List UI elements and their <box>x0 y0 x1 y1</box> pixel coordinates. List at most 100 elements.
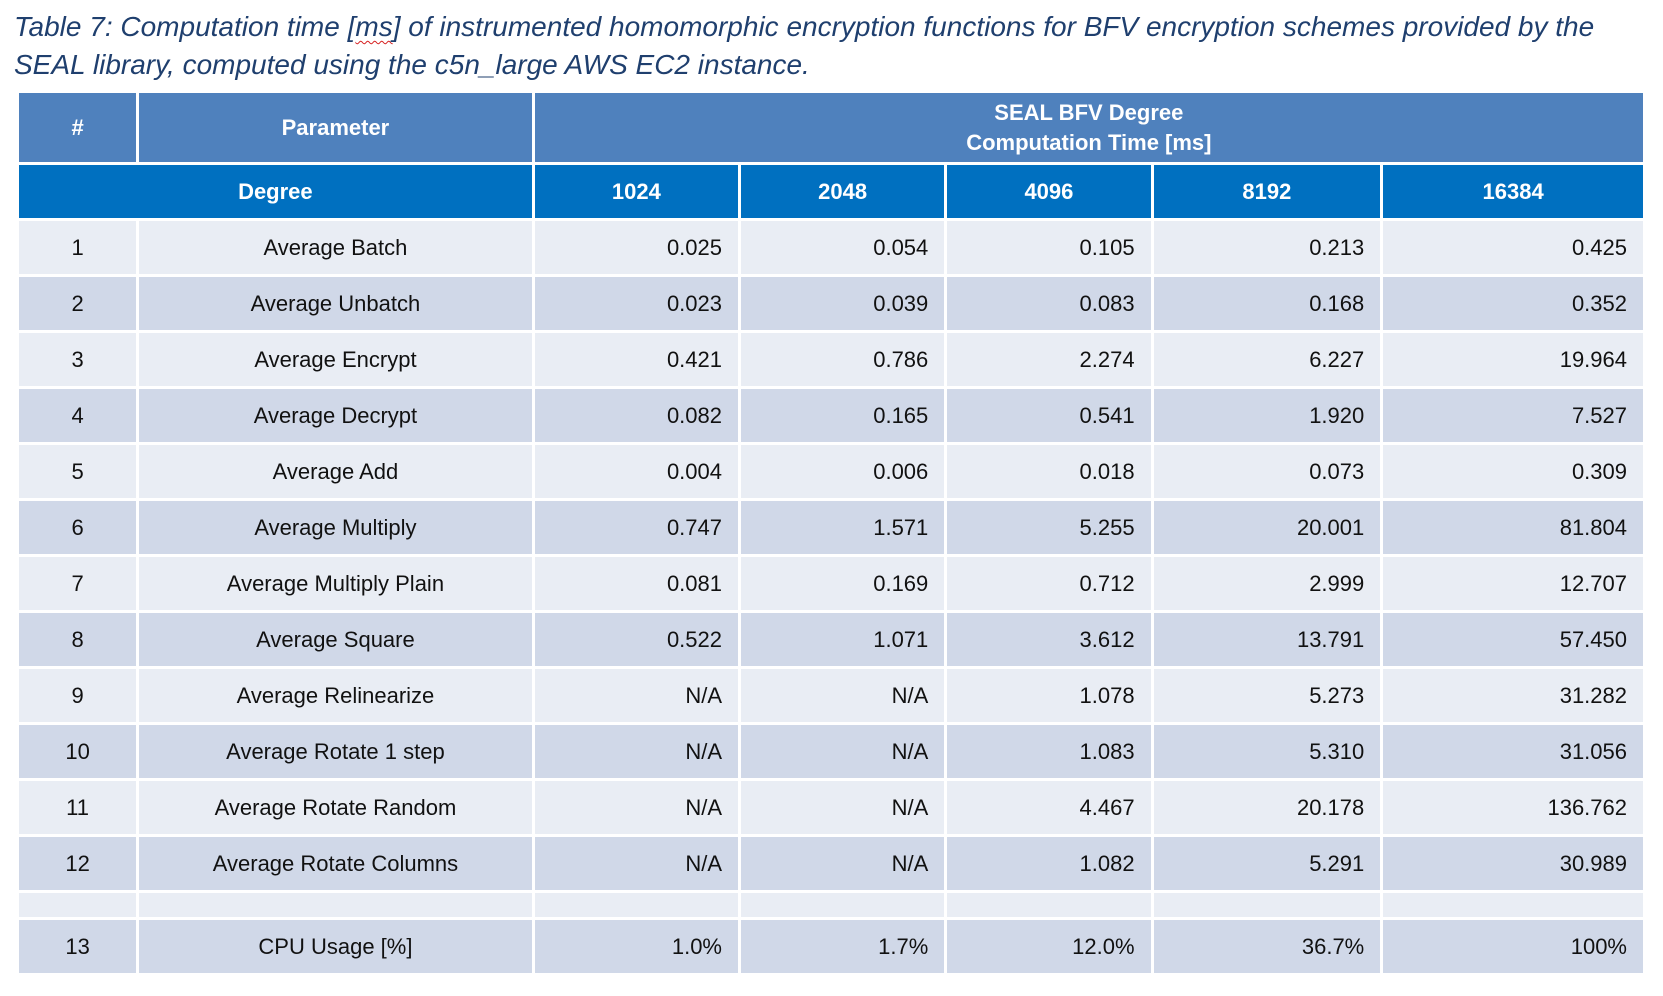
value-cell-1024: 0.522 <box>531 610 742 669</box>
value-cell-16384: 0.352 <box>1380 274 1646 333</box>
group-title-line1: SEAL BFV Degree <box>994 99 1184 125</box>
value-cell-2048: 0.786 <box>737 330 948 389</box>
value-cell-2048: N/A <box>737 666 948 725</box>
value-cell-8192: 5.310 <box>1150 722 1384 781</box>
spacer-cell <box>531 890 742 920</box>
value-cell-4096: 0.105 <box>944 218 1154 277</box>
cpu-usage-row: 13 CPU Usage [%] 1.0% 1.7% 12.0% 36.7% 1… <box>15 917 1646 976</box>
value-cell-1024: 0.082 <box>531 386 742 445</box>
value-cell-1024: 0.081 <box>531 554 742 613</box>
row-parameter: Average Add <box>136 442 535 501</box>
value-cell-4096: 1.078 <box>944 666 1154 725</box>
value-cell-4096: 1.082 <box>944 834 1154 893</box>
value-cell-8192: 13.791 <box>1150 610 1384 669</box>
value-cell-16384: 31.056 <box>1380 722 1646 781</box>
value-cell-2048: 0.054 <box>737 218 948 277</box>
header-degree-4096: 4096 <box>944 162 1154 221</box>
table-row: 3 Average Encrypt 0.421 0.786 2.274 6.227 19.9… <box>15 330 1646 389</box>
value-cell-2048: 0.039 <box>737 274 948 333</box>
value-cell-4096: 4.467 <box>944 778 1154 837</box>
row-parameter: Average Relinearize <box>136 666 535 725</box>
header-parameter: Parameter <box>136 90 535 165</box>
table-row: 4 Average Decrypt 0.082 0.165 0.541 1.920 7.52… <box>15 386 1646 445</box>
header-row-top: # Parameter SEAL BFV Degree Computation … <box>15 90 1647 165</box>
table-row: 9 Average Relinearize N/A N/A 1.078 5.273 31.2… <box>15 666 1646 725</box>
table-row: 2 Average Unbatch 0.023 0.039 0.083 0.168 0.35… <box>15 274 1646 333</box>
value-cell-1024: N/A <box>531 778 742 837</box>
row-parameter: Average Unbatch <box>136 274 535 333</box>
cpu-value-8192: 36.7% <box>1150 917 1384 976</box>
value-cell-2048: N/A <box>737 834 948 893</box>
cpu-value-4096: 12.0% <box>944 917 1154 976</box>
cpu-value-16384: 100% <box>1380 917 1646 976</box>
value-cell-1024: N/A <box>531 666 742 725</box>
computation-time-table: # Parameter SEAL BFV Degree Computation … <box>15 90 1647 976</box>
row-number: 6 <box>15 498 140 557</box>
table-caption: Table 7: Computation time [ms] of instru… <box>14 8 1654 84</box>
value-cell-8192: 20.001 <box>1150 498 1384 557</box>
group-title-line2: Computation Time [ms] <box>966 129 1212 155</box>
caption-prefix: Table 7: Computation time [ <box>14 11 356 42</box>
value-cell-1024: 0.004 <box>531 442 742 501</box>
value-cell-8192: 5.291 <box>1150 834 1384 893</box>
value-cell-1024: N/A <box>531 834 742 893</box>
row-parameter: Average Encrypt <box>136 330 535 389</box>
row-number: 10 <box>15 722 140 781</box>
value-cell-16384: 30.989 <box>1380 834 1646 893</box>
value-cell-4096: 0.712 <box>944 554 1154 613</box>
header-degree-16384: 16384 <box>1380 162 1646 221</box>
value-cell-4096: 3.612 <box>944 610 1154 669</box>
table-row: 10 Average Rotate 1 step N/A N/A 1.083 5.310 3… <box>15 722 1646 781</box>
value-cell-8192: 0.213 <box>1150 218 1384 277</box>
value-cell-16384: 31.282 <box>1380 666 1646 725</box>
table-row: 7 Average Multiply Plain 0.081 0.169 0.712 2.… <box>15 554 1646 613</box>
row-number: 9 <box>15 666 140 725</box>
cpu-value-1024: 1.0% <box>531 917 742 976</box>
caption-unit-spellcheck: ms <box>355 11 393 42</box>
row-number: 5 <box>15 442 140 501</box>
row-number: 8 <box>15 610 140 669</box>
caption-suffix: ] of instrumented homomorphic encryption… <box>14 11 1595 80</box>
value-cell-8192: 2.999 <box>1150 554 1384 613</box>
value-cell-1024: 0.421 <box>531 330 742 389</box>
value-cell-2048: 0.006 <box>737 442 948 501</box>
value-cell-4096: 1.083 <box>944 722 1154 781</box>
value-cell-16384: 0.425 <box>1380 218 1646 277</box>
table-row: 12 Average Rotate Columns N/A N/A 1.082 5.291… <box>15 834 1646 893</box>
value-cell-1024: 0.747 <box>531 498 742 557</box>
table-row: 5 Average Add 0.004 0.006 0.018 0.073 0.309 <box>15 442 1646 501</box>
row-number: 1 <box>15 218 140 277</box>
value-cell-4096: 2.274 <box>944 330 1154 389</box>
row-parameter: Average Square <box>136 610 535 669</box>
header-row-degrees: Degree 1024 2048 4096 8192 16384 <box>16 162 1646 221</box>
row-parameter: CPU Usage [%] <box>136 917 535 976</box>
value-cell-2048: N/A <box>737 778 948 837</box>
header-group-title: SEAL BFV Degree Computation Time [ms] <box>531 90 1647 165</box>
header-degree-1024: 1024 <box>531 162 742 221</box>
table-row: 1 Average Batch 0.025 0.054 0.105 0.213 0.425 <box>15 218 1646 277</box>
value-cell-8192: 1.920 <box>1150 386 1384 445</box>
value-cell-16384: 136.762 <box>1380 778 1646 837</box>
header-degree-2048: 2048 <box>737 162 948 221</box>
row-parameter: Average Multiply <box>136 498 535 557</box>
spacer-cell <box>1150 890 1384 920</box>
spacer-row <box>15 890 1646 920</box>
header-degree-8192: 8192 <box>1150 162 1384 221</box>
table-row: 8 Average Square 0.522 1.071 3.612 13.791 57.4… <box>15 610 1646 669</box>
value-cell-16384: 81.804 <box>1380 498 1646 557</box>
value-cell-8192: 5.273 <box>1150 666 1384 725</box>
row-number: 13 <box>15 917 140 976</box>
value-cell-1024: 0.025 <box>531 218 742 277</box>
value-cell-16384: 19.964 <box>1380 330 1646 389</box>
value-cell-16384: 57.450 <box>1380 610 1646 669</box>
value-cell-1024: N/A <box>531 722 742 781</box>
value-cell-16384: 7.527 <box>1380 386 1646 445</box>
cpu-value-2048: 1.7% <box>737 917 948 976</box>
row-parameter: Average Rotate Random <box>136 778 535 837</box>
row-parameter: Average Multiply Plain <box>136 554 535 613</box>
table-body: 1 Average Batch 0.025 0.054 0.105 0.213 0.425 2… <box>15 218 1646 976</box>
spacer-cell <box>15 890 140 920</box>
row-parameter: Average Rotate Columns <box>136 834 535 893</box>
spacer-cell <box>1380 890 1646 920</box>
value-cell-2048: N/A <box>737 722 948 781</box>
